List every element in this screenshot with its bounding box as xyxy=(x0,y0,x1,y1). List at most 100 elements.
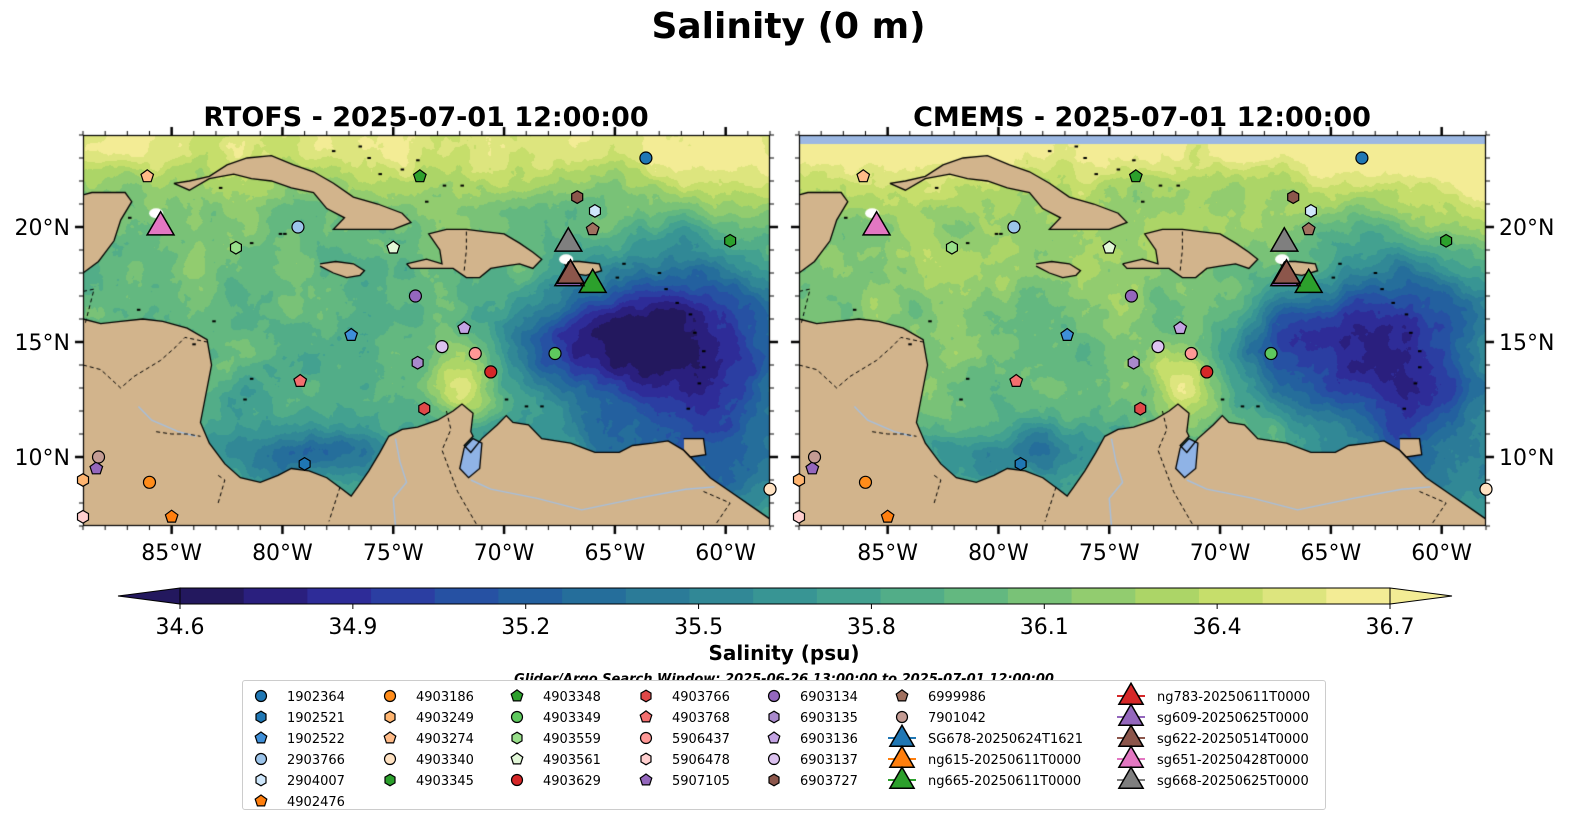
colorbar-segment xyxy=(1007,588,1073,604)
lon-tick-label: 75°W xyxy=(363,541,424,566)
marker-4903629 xyxy=(1200,365,1214,379)
legend-item-5906437: 5906437 xyxy=(639,731,730,747)
legend-label: 2904007 xyxy=(287,774,345,789)
legend-item-5907105: 5907105 xyxy=(639,773,730,789)
colorbar-segment xyxy=(434,588,500,604)
legend-label: 6903134 xyxy=(800,690,858,705)
marker-4903274 xyxy=(856,169,871,183)
marker-4903561 xyxy=(1102,240,1117,254)
marker-5906437 xyxy=(1184,346,1198,361)
marker-4903340 xyxy=(763,482,777,496)
legend-symbol xyxy=(768,710,780,724)
legend-item-4902476: 4902476 xyxy=(254,794,345,810)
legend-label: 4903340 xyxy=(416,753,474,768)
marker-4903349 xyxy=(548,346,562,361)
legend-label: 4903249 xyxy=(416,711,474,726)
legend-symbol xyxy=(511,731,523,745)
lon-tick-label: 70°W xyxy=(474,541,535,566)
marker-6903137 xyxy=(1151,340,1165,354)
lat-tick-label: 15°N xyxy=(15,331,70,356)
legend-label: ng783-20250611T0000 xyxy=(1157,690,1310,705)
marker-2903766 xyxy=(1007,220,1021,234)
panel-rtofs-markers xyxy=(76,151,777,524)
legend-item-4903629: 4903629 xyxy=(510,773,601,789)
legend-item-4903561: 4903561 xyxy=(510,752,601,768)
colorbar-segment xyxy=(944,588,1009,604)
legend-label: 1902522 xyxy=(287,732,345,747)
legend-label: 6903135 xyxy=(800,711,858,726)
marker-1902364 xyxy=(1355,151,1369,165)
legend-label: 5907105 xyxy=(672,774,730,789)
legend-label: 1902521 xyxy=(287,711,345,726)
legend-label: sg622-20250514T0000 xyxy=(1157,732,1309,747)
marker-sg651-20250428T0000 xyxy=(861,210,892,236)
colorbar-segment xyxy=(753,588,818,604)
marker-4903768 xyxy=(1009,373,1024,387)
legend-item-sg622-20250514T0000: sg622-20250514T0000 xyxy=(1117,723,1309,747)
marker-1902521 xyxy=(298,456,311,471)
lon-tick-label: 80°W xyxy=(968,541,1029,566)
legend-entries: 1902364 1902521 1902522 2903766 2904007 49024… xyxy=(254,681,1310,810)
cmems-panel-title: CMEMS - 2025-07-01 12:00:00 xyxy=(913,102,1371,133)
lon-tick-label: 60°W xyxy=(695,541,756,566)
legend-item-ng783-20250611T0000: ng783-20250611T0000 xyxy=(1117,681,1310,705)
legend-item-1902521: 1902521 xyxy=(255,710,345,726)
legend-symbol xyxy=(254,689,268,703)
colorbar-segment xyxy=(1198,588,1264,604)
legend-item-4903348: 4903348 xyxy=(510,689,601,705)
lat-tick-label: 20°N xyxy=(15,216,70,241)
legend: 1902364 1902521 1902522 2903766 2904007 49024… xyxy=(242,680,1326,810)
marker-6999986 xyxy=(585,221,600,236)
rtofs-panel-title: RTOFS - 2025-07-01 12:00:00 xyxy=(203,102,648,133)
legend-symbol xyxy=(255,773,267,787)
lon-tick-label: 70°W xyxy=(1190,541,1251,566)
marker-6903135 xyxy=(411,355,424,370)
legend-item-4903768: 4903768 xyxy=(639,710,730,726)
colorbar-segment xyxy=(1135,588,1200,604)
colorbar-segment xyxy=(562,588,627,604)
legend-symbol xyxy=(1117,681,1145,705)
legend-symbol xyxy=(639,731,653,745)
marker-4903561 xyxy=(386,240,401,254)
marker-1902522 xyxy=(344,327,359,341)
panel-cmems-markers xyxy=(792,151,1493,524)
lon-tick-label: 60°W xyxy=(1411,541,1472,566)
legend-label: 4903274 xyxy=(416,732,474,747)
marker-4903345 xyxy=(1440,233,1453,248)
legend-label: 4903766 xyxy=(672,690,730,705)
legend-symbol xyxy=(254,731,268,744)
marker-5907105 xyxy=(805,461,820,475)
legend-item-6903727: 6903727 xyxy=(768,773,858,789)
legend-symbol xyxy=(640,689,652,703)
marker-6903136 xyxy=(1173,320,1188,335)
colorbar-tick-label: 36.1 xyxy=(1020,615,1069,640)
legend-label: 4903186 xyxy=(416,690,474,705)
legend-symbol xyxy=(254,794,268,807)
lon-tick-label: 65°W xyxy=(1300,541,1361,566)
legend-symbol xyxy=(640,752,652,766)
legend-item-6903134: 6903134 xyxy=(767,689,858,705)
colorbar-tick-label: 36.7 xyxy=(1366,615,1415,640)
legend-item-SG678-20250624T1621: SG678-20250624T1621 xyxy=(888,723,1083,747)
marker-4903186 xyxy=(858,475,873,489)
legend-label: 6903727 xyxy=(800,774,858,789)
legend-symbol xyxy=(384,773,396,787)
legend-item-4903345: 4903345 xyxy=(384,773,474,789)
colorbar-label: Salinity (psu) xyxy=(708,641,859,665)
marker-4903629 xyxy=(484,365,498,379)
colorbar-extend-min xyxy=(117,587,181,605)
legend-label: 1902364 xyxy=(287,690,345,705)
colorbar-segment xyxy=(1326,588,1391,604)
legend-label: sg609-20250625T0000 xyxy=(1157,711,1309,726)
marker-sg668-20250625T0000 xyxy=(1269,226,1300,252)
legend-item-sg651-20250428T0000: sg651-20250428T0000 xyxy=(1117,744,1309,768)
lat-tick-label: 10°N xyxy=(15,446,70,471)
colorbar-extend-max xyxy=(1389,587,1453,605)
legend-symbol xyxy=(888,744,916,768)
legend-item-1902522: 1902522 xyxy=(254,731,345,747)
marker-4903559 xyxy=(945,240,959,255)
colorbar-segment xyxy=(625,588,691,604)
legend-item-6903137: 6903137 xyxy=(767,752,858,768)
legend-label: SG678-20250624T1621 xyxy=(928,732,1083,747)
